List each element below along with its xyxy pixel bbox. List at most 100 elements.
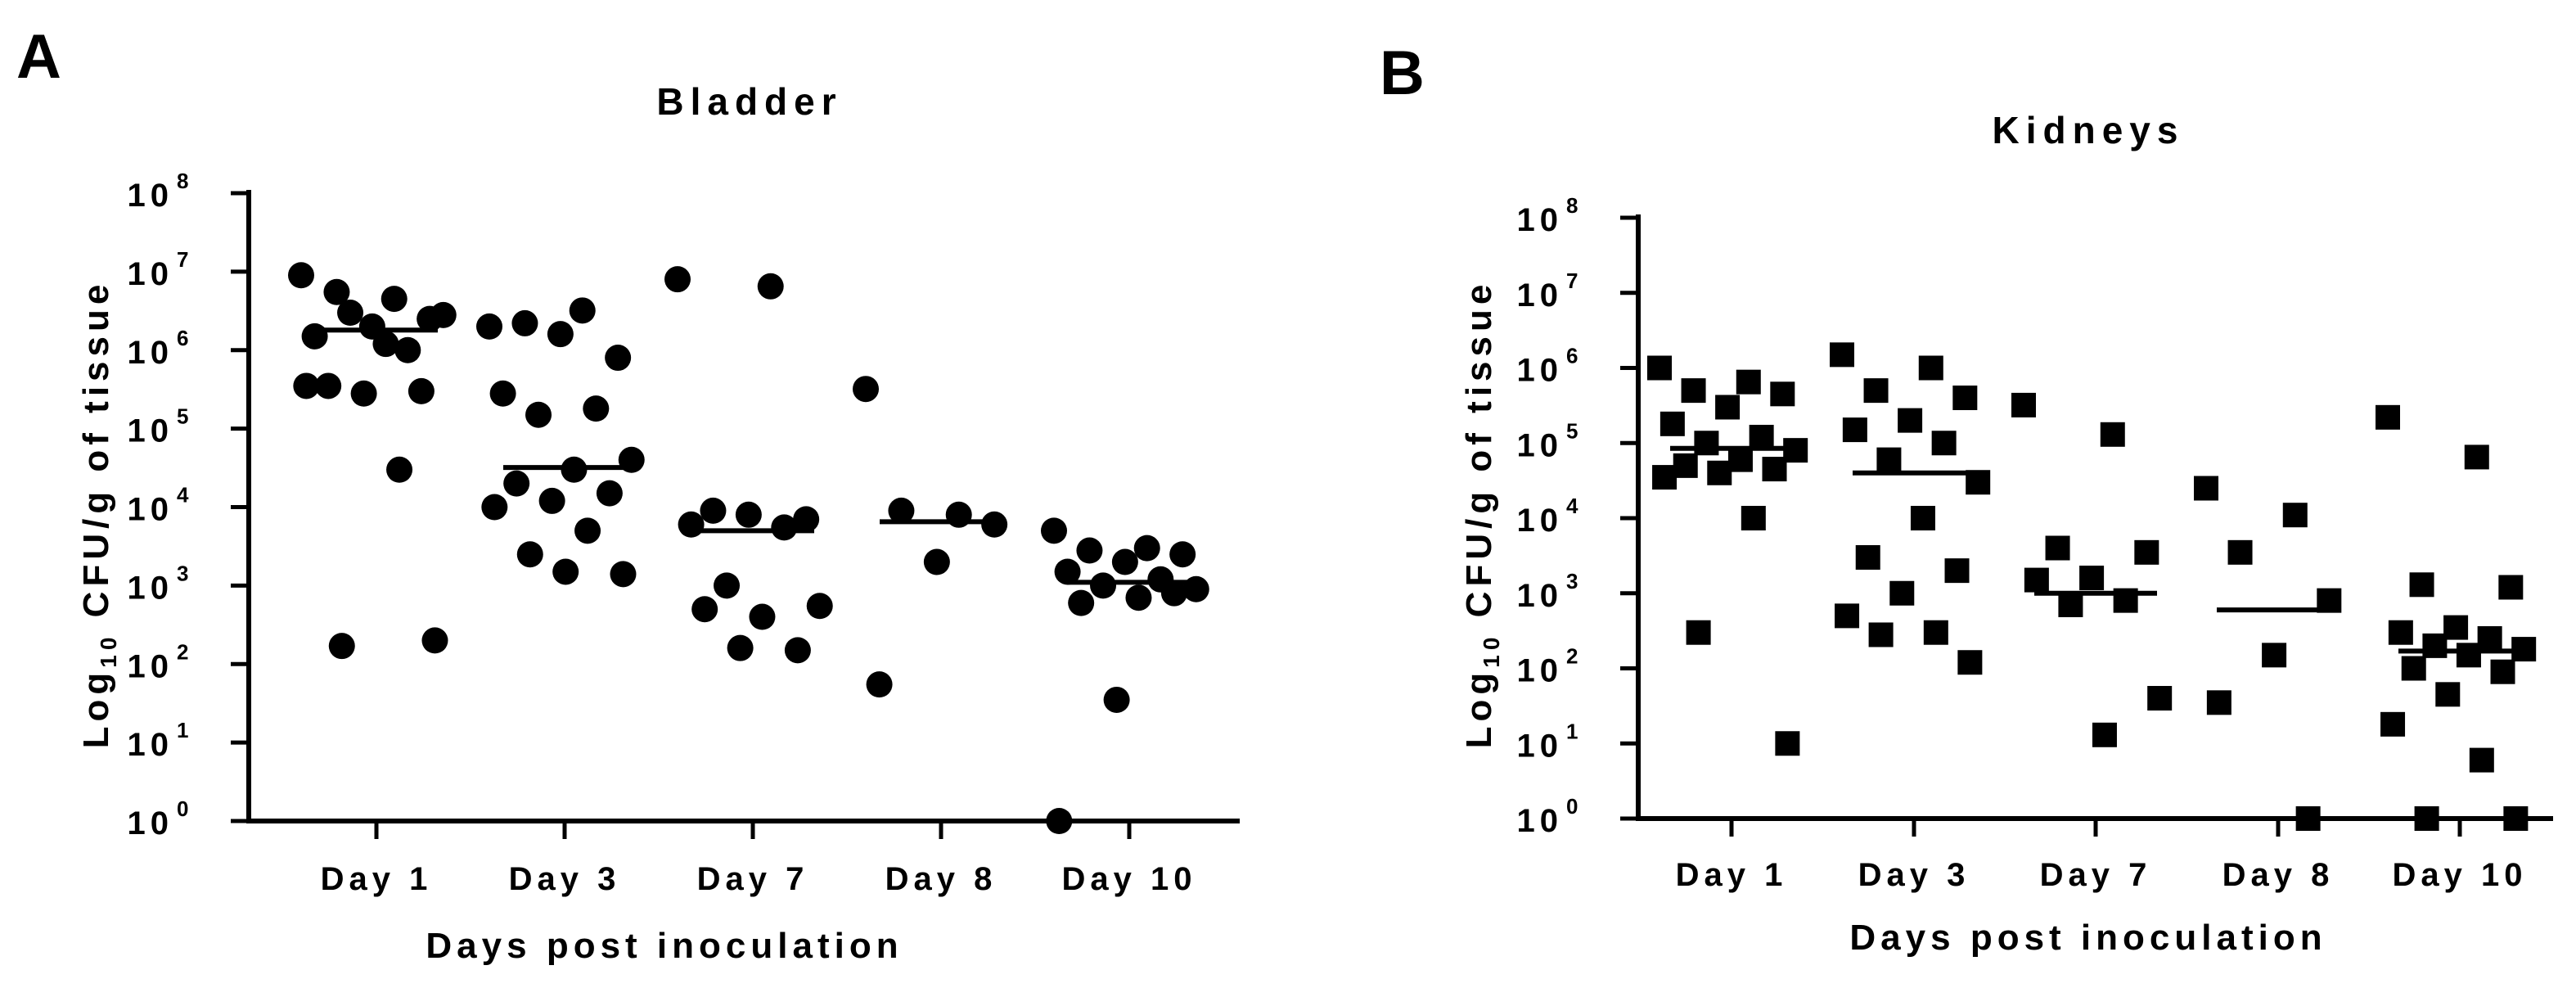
data-point [923, 548, 950, 575]
data-point [1855, 544, 1880, 570]
y-tick-exponent: 2 [1566, 644, 1578, 669]
data-point [1673, 453, 1698, 478]
data-point [293, 372, 320, 399]
data-point [757, 273, 784, 300]
data-point [2227, 539, 2253, 565]
data-point [511, 309, 538, 336]
y-tick-label: 10 [1517, 202, 1564, 238]
y-tick-exponent: 3 [177, 561, 188, 585]
data-point [2011, 392, 2036, 417]
x-axis-title: Days post inoculation [1849, 918, 2326, 958]
data-point [1762, 457, 1787, 482]
chart-bladder: A Bladder Log10 CFU/g of tissue Days pos… [16, 22, 1240, 966]
data-point [381, 286, 408, 313]
data-point [806, 593, 833, 620]
data-points [1647, 342, 2537, 831]
data-point [2376, 404, 2400, 430]
data-point [421, 627, 448, 654]
data-point [372, 331, 399, 358]
x-tick-labels: Day 1 Day 3 Day 7 Day 8 Day 10 [321, 861, 1192, 897]
data-point [1169, 541, 1196, 568]
data-point [538, 487, 565, 514]
data-point [1918, 355, 1943, 381]
y-tick-label: 10 [128, 178, 174, 214]
data-point [678, 511, 705, 538]
data-point [749, 603, 776, 630]
data-point [1876, 447, 1902, 472]
data-point [2414, 806, 2439, 831]
y-axis-title-prefix: Log [1459, 668, 1499, 749]
data-point [771, 514, 798, 541]
data-point [1741, 506, 1766, 530]
x-tick-label: Day 7 [697, 861, 809, 897]
data-point [2388, 620, 2413, 645]
data-point [853, 376, 879, 403]
y-tick-label: 10 [128, 805, 174, 841]
data-point [1931, 431, 1957, 456]
chart-title-bladder: Bladder [656, 80, 842, 123]
y-tick-exponent: 0 [177, 796, 188, 821]
data-point [1133, 535, 1160, 562]
data-point [1957, 650, 1983, 675]
data-point [2422, 633, 2448, 658]
y-tick-label: 10 [1517, 728, 1564, 764]
y-tick-label: 10 [1517, 277, 1564, 314]
data-point [2194, 476, 2218, 501]
data-point [547, 321, 574, 348]
y-tick-label: 10 [1517, 653, 1564, 689]
data-point [888, 497, 915, 524]
median-lines [315, 327, 1191, 585]
y-tick-exponent: 4 [1566, 494, 1578, 518]
data-point [1842, 417, 1867, 443]
data-point [394, 336, 421, 363]
y-axis-title-subscript: 10 [96, 633, 121, 668]
data-point [1898, 408, 1923, 433]
data-point [2435, 682, 2461, 707]
data-point [596, 480, 623, 507]
y-tick-label: 10 [128, 570, 174, 606]
data-point [1103, 686, 1130, 713]
data-point [1830, 342, 1854, 368]
data-point [2045, 535, 2070, 561]
y-tick-exponent: 7 [177, 247, 188, 272]
y-tick-label: 10 [1517, 803, 1564, 839]
data-point [2058, 592, 2083, 617]
data-point [489, 380, 516, 407]
data-point [476, 313, 502, 340]
data-point [605, 345, 632, 372]
data-point [1652, 465, 1678, 490]
data-point [386, 456, 413, 483]
data-point [1952, 386, 1978, 411]
data-point [2498, 575, 2524, 600]
data-point [1944, 558, 1970, 584]
y-tick-exponent: 8 [177, 169, 188, 193]
data-point [610, 561, 637, 588]
x-axis-title: Days post inoculation [426, 926, 903, 966]
y-tick-exponent: 8 [1566, 193, 1578, 218]
median-lines [1670, 445, 2521, 654]
data-point [481, 494, 508, 521]
data-point [1923, 620, 1948, 645]
data-point [2024, 567, 2049, 593]
data-point [1749, 424, 1774, 449]
y-tick-label: 10 [128, 413, 174, 449]
y-tick-exponent: 2 [177, 639, 188, 664]
data-point [2282, 503, 2308, 528]
data-point [574, 517, 601, 544]
data-point [1835, 603, 1860, 629]
data-point [2134, 539, 2159, 565]
data-point [1681, 378, 1706, 404]
data-point [2443, 615, 2469, 640]
x-tick-label: Day 1 [321, 861, 433, 897]
y-tick-label: 10 [128, 727, 174, 763]
data-point [1868, 622, 1894, 647]
data-point [516, 541, 543, 568]
y-tick-label: 10 [128, 648, 174, 684]
y-tick-label: 10 [1517, 578, 1564, 614]
x-tick-label: Day 8 [2222, 857, 2335, 893]
data-point [2100, 422, 2125, 447]
data-point [569, 297, 596, 324]
panel-label-a: A [16, 22, 61, 92]
panel-label-b: B [1380, 38, 1425, 108]
